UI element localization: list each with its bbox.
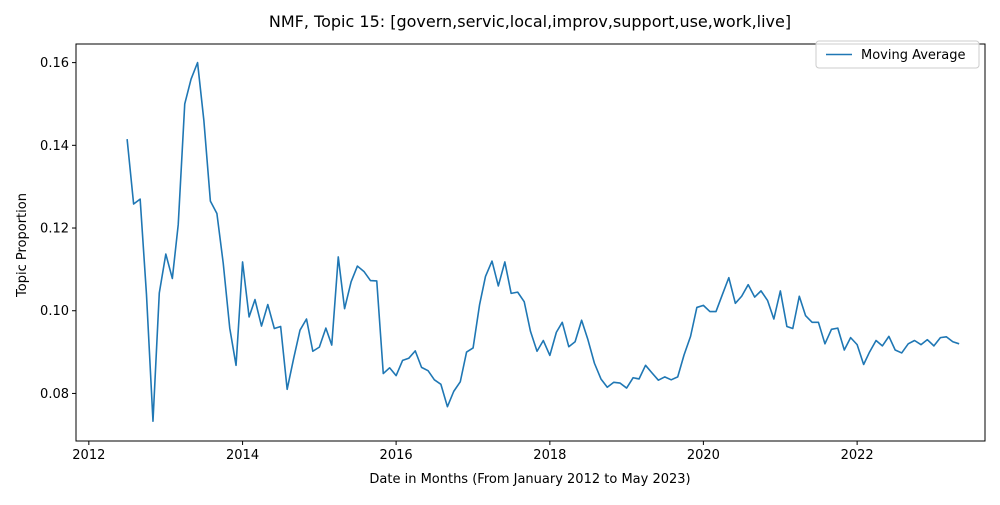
y-tick-label: 0.16 — [40, 56, 69, 71]
y-tick-label: 0.10 — [40, 304, 69, 319]
y-axis-label: Topic Proportion — [15, 193, 30, 298]
legend-label-moving-average: Moving Average — [861, 48, 965, 63]
legend-frame — [815, 40, 980, 69]
x-tick-label: 2014 — [226, 448, 259, 463]
x-tick-label: 2018 — [533, 448, 566, 463]
x-tick-label: 2016 — [380, 448, 413, 463]
axes-frame — [75, 43, 986, 442]
x-axis-label: Date in Months (From January 2012 to May… — [369, 472, 690, 487]
y-axis-ticks: 0.08 0.10 0.12 0.14 0.16 — [40, 56, 76, 402]
x-axis-ticks: 2012 2014 2016 2018 2020 2022 — [72, 441, 874, 463]
series-line-moving-average — [126, 61, 960, 422]
y-tick-label: 0.12 — [40, 222, 69, 237]
y-tick-label: 0.14 — [40, 139, 69, 154]
y-tick-label: 0.08 — [40, 387, 69, 402]
x-tick-label: 2020 — [687, 448, 720, 463]
chart-legend: Moving Average — [815, 40, 980, 69]
plot-area — [75, 43, 986, 442]
x-tick-label: 2012 — [72, 448, 105, 463]
x-tick-label: 2022 — [841, 448, 874, 463]
chart-title: NMF, Topic 15: [govern,servic,local,impr… — [269, 12, 791, 31]
